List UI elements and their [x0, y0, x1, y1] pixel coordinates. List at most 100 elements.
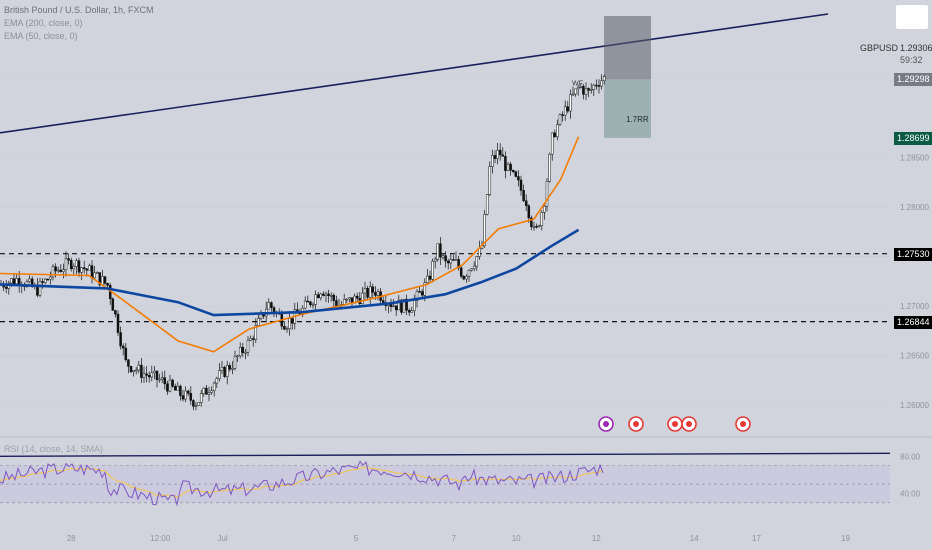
candle	[215, 376, 219, 389]
stop-zone	[604, 15, 651, 80]
candle-body	[28, 278, 31, 282]
candle	[316, 291, 320, 299]
candle-body	[106, 283, 109, 286]
candle	[197, 402, 200, 406]
candle-body	[371, 286, 375, 293]
candle-body	[134, 369, 138, 372]
candle	[163, 370, 167, 390]
candle	[153, 366, 156, 380]
candle-body	[95, 272, 99, 274]
current-price-label: 1.29298	[894, 72, 932, 86]
candle	[114, 309, 117, 318]
candle	[597, 79, 601, 94]
candle	[439, 237, 442, 265]
economic-events[interactable]	[598, 416, 751, 432]
candle	[205, 385, 208, 395]
economic-event-icon[interactable]	[681, 416, 697, 432]
candle	[600, 74, 603, 90]
candle-body	[566, 106, 570, 112]
economic-event-icon[interactable]	[735, 416, 751, 432]
candle	[176, 382, 180, 391]
candle-body	[506, 163, 510, 171]
candle-body	[465, 276, 468, 280]
economic-event-icon[interactable]	[628, 416, 644, 432]
candle	[88, 263, 91, 271]
candle	[428, 270, 432, 282]
candle	[444, 251, 447, 268]
candle	[46, 278, 50, 281]
candle-body	[38, 281, 42, 296]
candle	[433, 256, 437, 269]
candle-body	[558, 114, 562, 125]
rsi-ma-line	[0, 466, 604, 498]
candle-body	[545, 181, 549, 207]
candle-body	[283, 326, 286, 330]
price-pane: 1.7RR WF	[0, 13, 890, 411]
candle-body	[285, 328, 289, 330]
candle	[592, 83, 596, 97]
candle	[311, 302, 315, 309]
candle	[98, 272, 102, 290]
candle	[602, 74, 606, 85]
candle	[155, 370, 159, 388]
time-tick-label: 19	[841, 534, 850, 543]
candle	[488, 161, 492, 197]
candle-body	[470, 268, 473, 271]
candle	[267, 298, 271, 310]
candle-body	[205, 387, 208, 395]
candle	[532, 221, 536, 231]
candle	[322, 291, 325, 297]
candle-body	[132, 370, 135, 372]
economic-event-icon[interactable]	[667, 416, 683, 432]
candle-body	[173, 386, 177, 391]
candle	[558, 113, 562, 127]
candle-body	[392, 305, 395, 308]
candle	[283, 321, 286, 331]
candle	[173, 383, 177, 391]
candle-body	[184, 390, 187, 400]
candle	[212, 381, 216, 397]
candle	[314, 290, 317, 312]
candle	[535, 223, 538, 229]
candle-body	[176, 385, 180, 391]
candle	[563, 100, 567, 121]
candle-body	[15, 278, 18, 284]
candle	[368, 281, 372, 305]
candle	[82, 260, 86, 274]
candle-body	[530, 217, 533, 227]
candle-body	[212, 382, 216, 391]
candle-body	[501, 154, 505, 157]
candle	[543, 204, 546, 220]
candle	[137, 360, 141, 374]
candle	[524, 194, 528, 211]
candle	[556, 119, 559, 141]
candle-body	[238, 347, 242, 357]
candle-body	[597, 85, 601, 87]
candle-body	[153, 370, 156, 374]
time-tick-label: 12	[592, 534, 601, 543]
candle-body	[199, 393, 203, 403]
economic-event-icon[interactable]	[598, 416, 614, 432]
chart-settings-box[interactable]	[895, 4, 929, 30]
candle-body	[509, 163, 512, 171]
candle	[202, 387, 206, 397]
candle-body	[158, 378, 161, 381]
candle-body	[316, 294, 320, 299]
candle-body	[64, 258, 68, 270]
candle	[62, 263, 65, 279]
candle-body	[215, 378, 219, 384]
candle-body	[537, 225, 541, 227]
candle-body	[90, 265, 94, 279]
candle-body	[163, 377, 167, 385]
candle-body	[46, 278, 50, 281]
candle-body	[587, 88, 590, 91]
candle-body	[431, 260, 434, 280]
candle-body	[514, 171, 518, 177]
candle	[251, 335, 255, 347]
candle-body	[475, 256, 479, 267]
candle-body	[394, 305, 398, 311]
candle-body	[332, 294, 336, 301]
candle	[511, 169, 515, 174]
chart-title: British Pound / U.S. Dollar, 1h, FXCM	[4, 5, 154, 15]
